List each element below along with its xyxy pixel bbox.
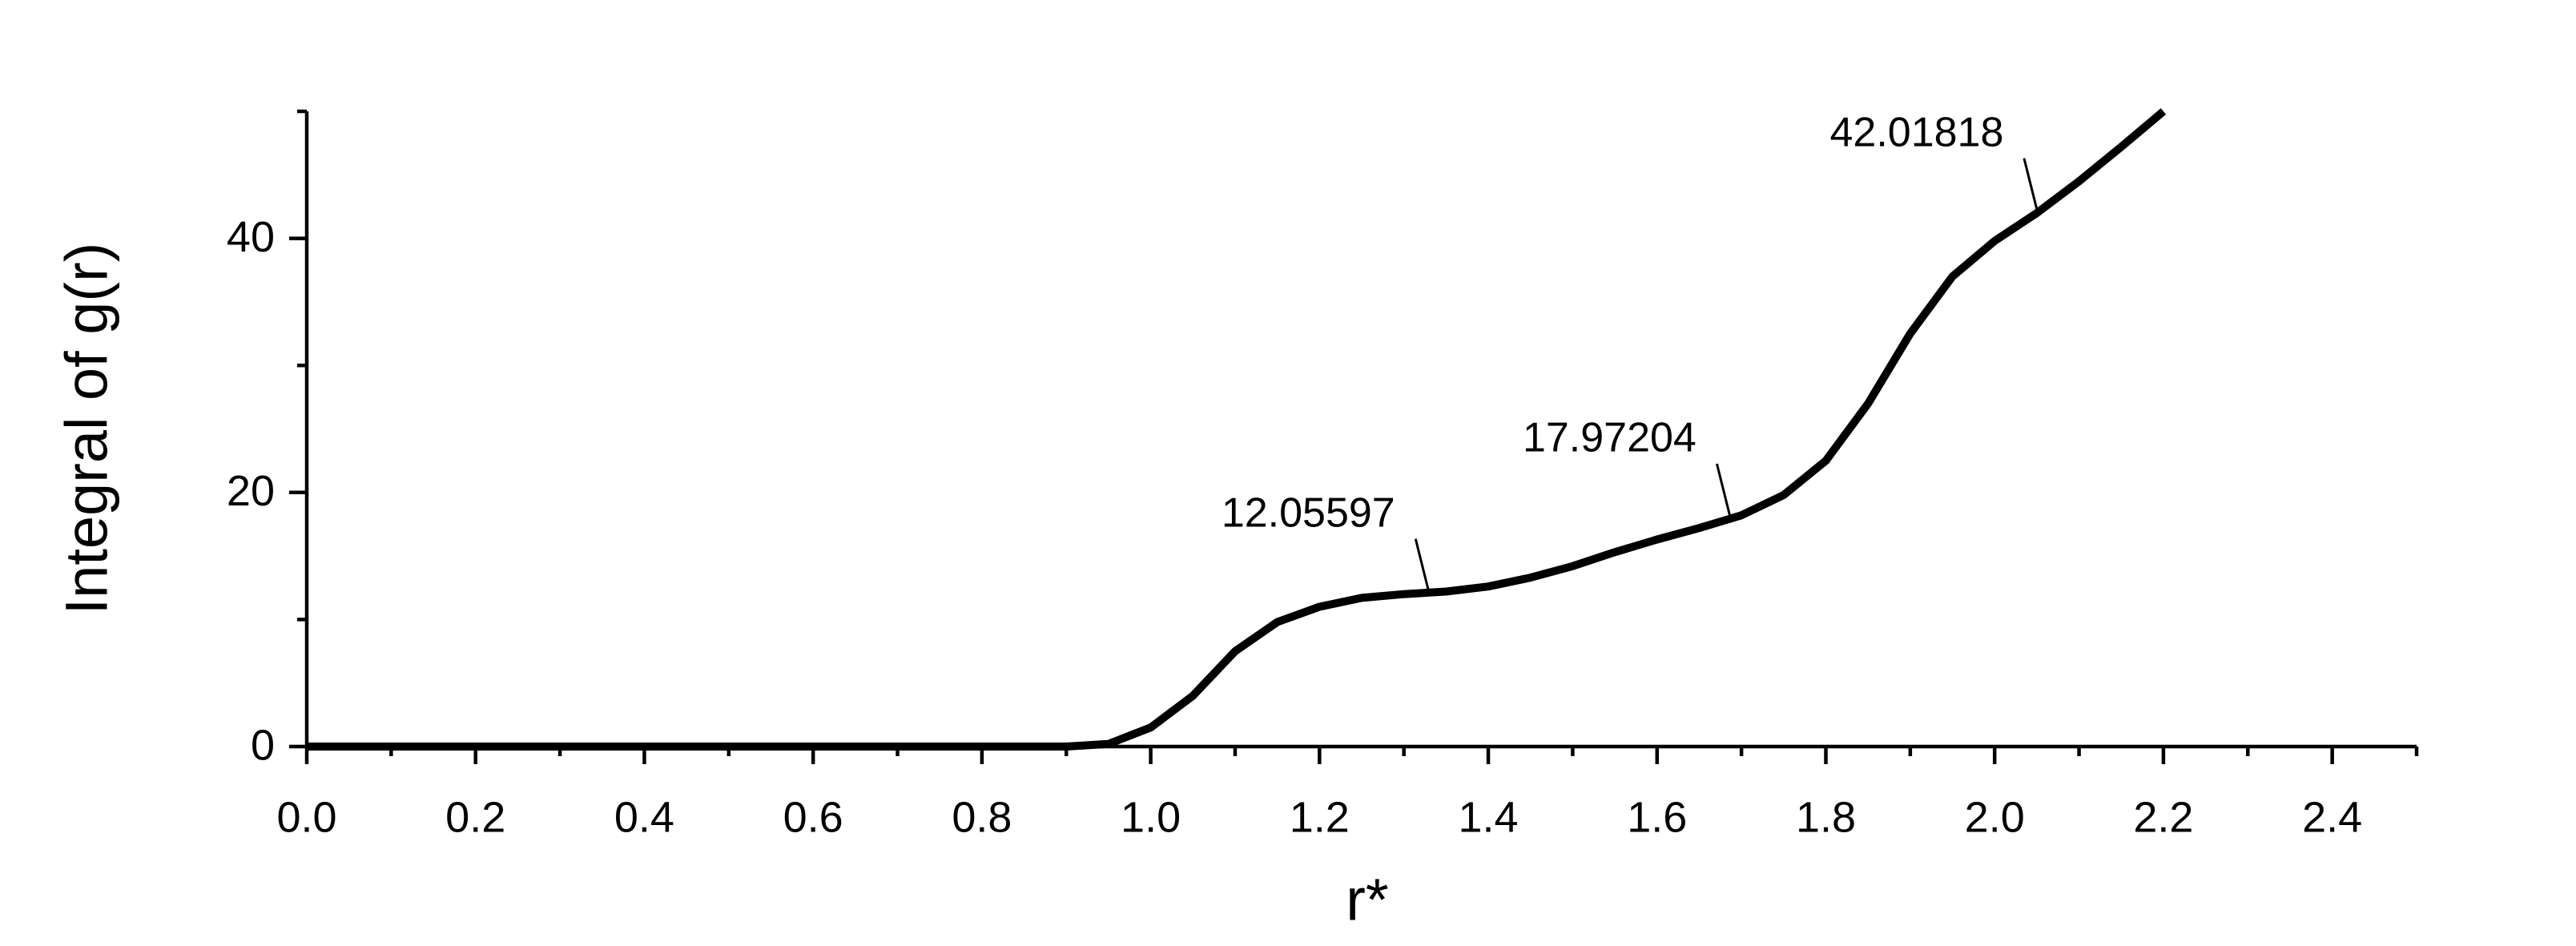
- x-tick-label: 0.6: [783, 793, 843, 841]
- y-tick-label: 0: [251, 721, 275, 769]
- x-tick-label: 0.8: [952, 793, 1012, 841]
- annotation-leader: [1715, 463, 1732, 519]
- x-tick-label: 0.0: [276, 793, 336, 841]
- data-line: [307, 108, 2167, 751]
- y-axis-title: Integral of g(r): [54, 243, 120, 615]
- x-tick-label: 0.4: [614, 793, 674, 841]
- x-tick-label: 1.6: [1627, 793, 1687, 841]
- x-tick-label: 2.4: [2302, 793, 2362, 841]
- x-axis-title: r*: [1346, 867, 1388, 933]
- y-tick-label: 40: [227, 213, 275, 261]
- annotation-leader: [1414, 538, 1431, 594]
- x-tick-label: 1.4: [1459, 793, 1519, 841]
- y-tick-label: 20: [227, 467, 275, 515]
- x-tick-label: 2.2: [2133, 793, 2193, 841]
- x-tick-label: 0.2: [445, 793, 505, 841]
- x-tick-label: 1.2: [1290, 793, 1350, 841]
- annotation-label: 17.97204: [1523, 415, 1697, 461]
- x-tick-label: 1.8: [1796, 793, 1856, 841]
- annotation-leader: [2023, 158, 2039, 213]
- x-tick-label: 1.0: [1121, 793, 1181, 841]
- x-tick-label: 2.0: [1965, 793, 2025, 841]
- annotation-label: 12.05597: [1222, 490, 1395, 537]
- annotation-label: 42.01818: [1829, 109, 2003, 155]
